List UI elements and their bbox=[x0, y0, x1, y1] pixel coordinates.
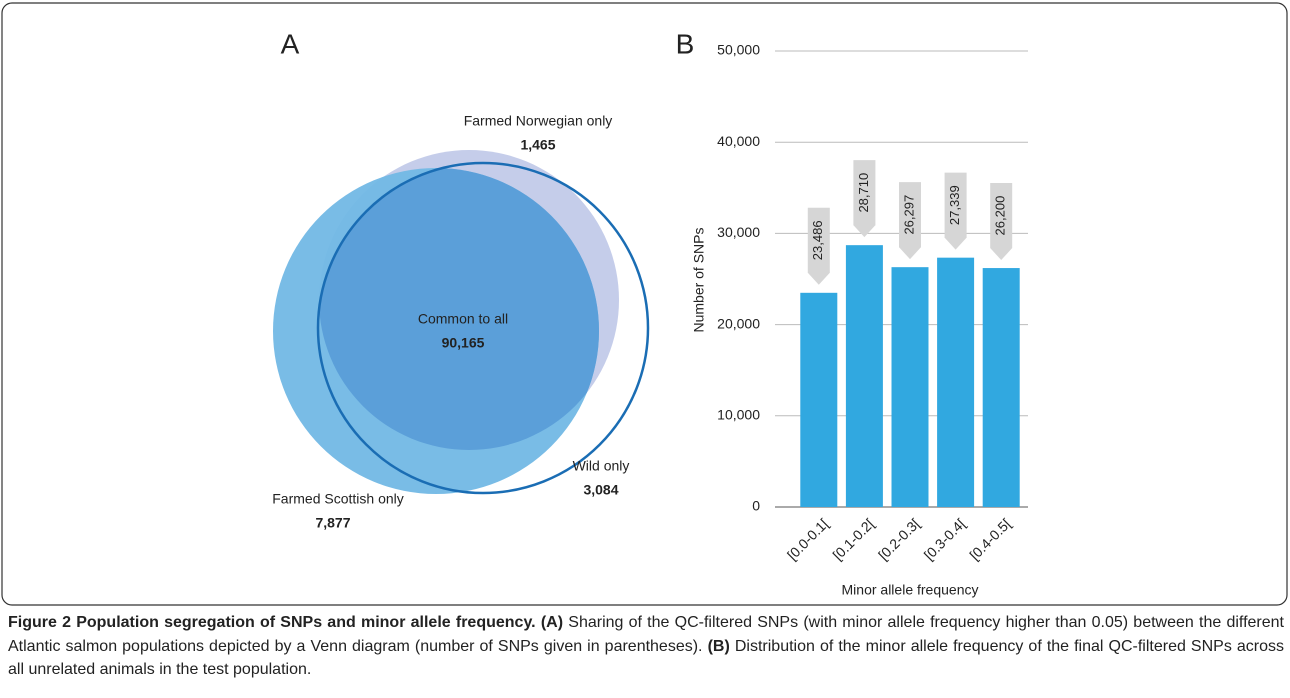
x-axis-label: Minor allele frequency bbox=[842, 582, 979, 598]
caption-text: Sharing of the QC-filtered SNPs (with mi… bbox=[8, 614, 1284, 655]
region-label: Farmed Scottish only bbox=[272, 491, 404, 507]
bar bbox=[982, 268, 1020, 507]
region-label: Common to all bbox=[418, 311, 508, 327]
value-label: 23,486 bbox=[810, 220, 825, 260]
y-tick-label: 10,000 bbox=[717, 407, 760, 423]
y-tick-label: 30,000 bbox=[717, 224, 760, 240]
caption-label: (A) bbox=[540, 614, 564, 631]
x-tick-label: [0.1-0.2[ bbox=[829, 515, 877, 563]
region-label: Wild only bbox=[573, 458, 630, 474]
y-axis-label: Number of SNPs bbox=[691, 227, 707, 332]
caption: Figure 2 Population segregation of SNPs … bbox=[8, 611, 1284, 682]
bar bbox=[937, 257, 975, 507]
value-label: 26,297 bbox=[901, 195, 916, 235]
caption-title: Figure 2 Population segregation of SNPs … bbox=[8, 614, 536, 631]
y-tick-label: 0 bbox=[752, 498, 760, 514]
value-label: 27,339 bbox=[947, 185, 962, 225]
common-clip bbox=[319, 168, 599, 450]
y-tick-label: 40,000 bbox=[717, 133, 760, 149]
bar bbox=[891, 267, 929, 507]
value-callout bbox=[899, 182, 921, 260]
set-common bbox=[319, 168, 599, 450]
region-label: Farmed Norwegian only bbox=[464, 113, 613, 129]
figure-frame bbox=[1, 2, 1288, 606]
x-tick-label: [0.0-0.1[ bbox=[784, 515, 832, 563]
region-value: 1,465 bbox=[520, 137, 555, 153]
region-value: 90,165 bbox=[442, 335, 485, 351]
region-value: 7,877 bbox=[315, 515, 350, 531]
panel-label: A bbox=[281, 28, 300, 59]
caption-label: (B) bbox=[707, 637, 730, 655]
x-tick-label: [0.2-0.3[ bbox=[875, 515, 923, 563]
value-callout bbox=[990, 183, 1013, 261]
x-tick-label: [0.3-0.4[ bbox=[921, 515, 969, 563]
region-value: 3,084 bbox=[583, 482, 618, 498]
bar bbox=[845, 245, 883, 507]
value-label: 28,710 bbox=[856, 173, 871, 213]
value-callout bbox=[807, 207, 830, 285]
set-wild bbox=[316, 161, 650, 495]
bar bbox=[800, 292, 838, 507]
y-tick-label: 20,000 bbox=[717, 315, 760, 331]
y-tick-label: 50,000 bbox=[717, 42, 760, 58]
x-tick-label: [0.4-0.5[ bbox=[966, 515, 1014, 563]
value-label: 26,200 bbox=[993, 196, 1008, 236]
value-callout bbox=[944, 172, 967, 250]
panel-label: B bbox=[676, 28, 695, 59]
value-callout bbox=[853, 160, 876, 238]
common-clip bbox=[319, 168, 599, 450]
caption-text: Distribution of the minor allele frequen… bbox=[8, 637, 1284, 679]
